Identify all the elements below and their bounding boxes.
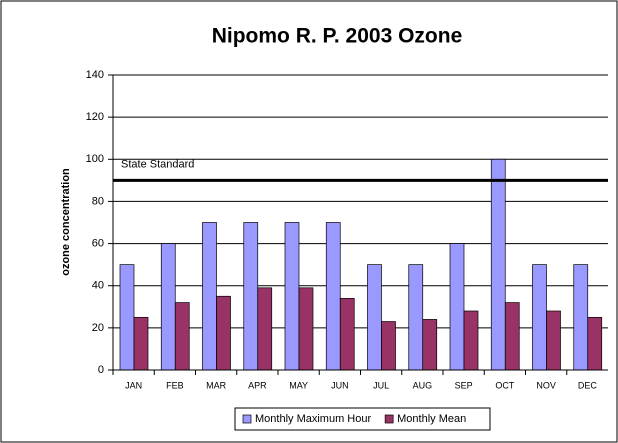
x-tick-label: JUL [373,380,389,390]
legend-label: Monthly Mean [397,413,466,425]
legend-box [234,407,491,431]
bar [284,222,300,371]
bar [174,302,190,371]
bar [298,287,314,371]
bar [504,302,520,371]
y-tick-label: 140 [86,69,104,81]
chart-title: Nipomo R. P. 2003 Ozone [212,25,463,48]
y-axis-label: ozone concentration [60,168,72,276]
bar [546,310,561,371]
bar [449,243,465,371]
bar [325,222,341,371]
bar [463,310,479,371]
y-tick-label: 60 [92,237,104,249]
x-tick-label: OCT [495,380,515,390]
x-tick-label: FEB [166,380,184,390]
x-tick-label: MAY [289,380,308,390]
bar [160,243,176,371]
bar [243,222,259,371]
bar [381,321,396,371]
legend-swatch [384,414,394,424]
y-tick-label: 120 [86,111,104,123]
y-tick-label: 40 [92,280,104,292]
bar [119,264,135,371]
bar [367,264,382,371]
bar [257,287,273,371]
reference-label: State Standard [121,158,194,170]
bar [532,264,547,371]
bar [587,316,603,371]
x-tick-label: JAN [125,380,142,390]
x-tick-label: AUG [413,380,433,390]
x-tick-label: MAR [206,380,227,390]
bar [216,295,231,371]
y-tick-label: 80 [92,195,104,207]
bar [422,319,438,371]
x-tick-label: APR [248,380,267,390]
y-tick-label: 100 [86,153,104,165]
y-tick-label: 20 [92,322,104,334]
y-tick-label: 0 [98,364,104,376]
x-tick-label: NOV [536,380,556,390]
bar [573,264,589,371]
bar [133,316,149,371]
bar [202,222,217,371]
x-tick-label: JUN [331,380,349,390]
bar [339,298,355,371]
legend-swatch [242,414,252,424]
bar [490,158,506,371]
x-tick-label: SEP [455,380,473,390]
legend-label: Monthly Maximum Hour [255,413,371,425]
bar [408,264,424,371]
x-tick-label: DEC [578,380,598,390]
